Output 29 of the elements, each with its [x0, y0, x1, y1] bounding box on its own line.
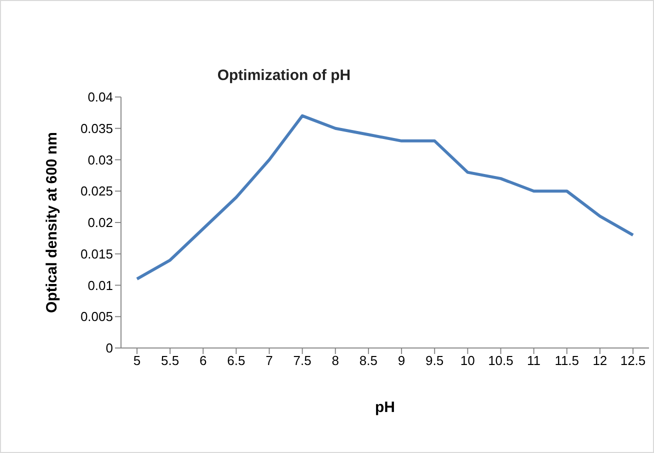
chart-title: Optimization of pH	[216, 67, 352, 84]
x-tick-label: 12	[592, 353, 608, 368]
y-tick-label: 0.03	[88, 152, 113, 168]
x-tick-label: 8.5	[359, 353, 378, 368]
y-tick-label: 0	[106, 340, 113, 356]
x-tick-label: 5.5	[161, 353, 180, 368]
x-tick-label: 5	[133, 353, 141, 368]
x-tick-label: 6	[200, 353, 207, 368]
x-tick-label: 9	[398, 353, 406, 368]
x-tick-label: 8	[332, 353, 340, 368]
x-tick-label: 11.5	[554, 353, 580, 368]
y-tick-label: 0.025	[80, 184, 113, 199]
x-tick-label: 10.5	[488, 353, 514, 368]
x-tick-label: 11	[527, 353, 541, 368]
x-tick-label: 9.5	[426, 353, 444, 368]
x-tick-label: 7.5	[293, 353, 312, 368]
x-axis-title: pH	[375, 399, 395, 416]
y-tick-label: 0.01	[88, 278, 113, 293]
line-series	[136, 114, 634, 280]
y-tick-label: 0.015	[80, 246, 113, 262]
y-axis-title: Optical density at 600 nm	[43, 132, 60, 313]
x-tick-label: 10	[460, 353, 475, 368]
y-tick-label: 0.035	[80, 120, 113, 136]
y-tick-label: 0.02	[88, 215, 113, 230]
y-tick-label: 0.04	[88, 90, 113, 105]
x-tick-label: 7	[266, 353, 273, 368]
x-tick-label: 6.5	[227, 353, 246, 368]
y-tick-label: 0.005	[80, 309, 113, 324]
x-tick-label: 12.5	[620, 353, 646, 368]
